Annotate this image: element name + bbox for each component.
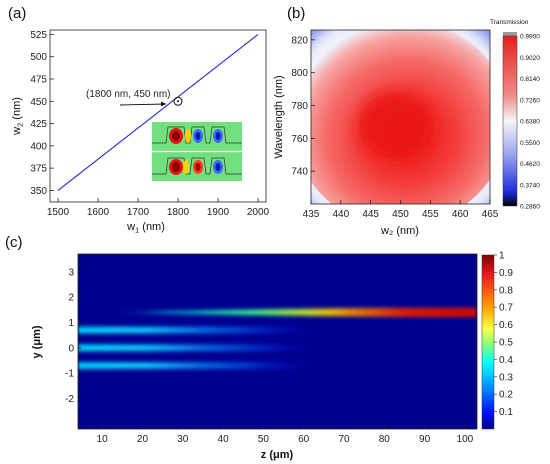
panel-c-background [78, 254, 477, 429]
panel-a-x-tick-label: 2000 [247, 207, 270, 218]
panel-c-plot-frame [77, 253, 478, 430]
panel-b-colorbar-tick-label: 0.2860 [520, 204, 540, 211]
panel-b-y-tick-label: 740 [291, 167, 308, 178]
panel-a-x-tick-label: 1900 [207, 207, 230, 218]
panel-b-x-tick-label: 455 [422, 209, 439, 220]
panel-a-x-tick-label: 1700 [127, 207, 150, 218]
panel-b-y-ticks: 740 760 780 800 820 [291, 35, 315, 178]
panel-c-x-label: z (μm) [261, 449, 294, 461]
panel-c-colorbar-tick-label: 0.1 [499, 407, 513, 418]
panel-a-y-tick-label: 425 [30, 119, 47, 130]
panel-a-annotation-text: (1800 nm, 450 nm) [86, 89, 171, 100]
panel-a: (a) 1500 1600 1700 1800 1900 2000 350 375 400 42… [8, 5, 270, 235]
panel-b-x-tick-label: 445 [362, 209, 379, 220]
panel-c-y-ticks: 3 2 1 0 -1 -2 [65, 267, 82, 405]
panel-c-y-tick-label: 3 [68, 267, 74, 278]
panel-b-y-tick-label: 760 [291, 134, 308, 145]
inset-bottom-mode [152, 157, 242, 175]
panel-b-x-tick-label: 450 [392, 209, 409, 220]
panel-c-colorbar-tick-label: 0.5 [499, 338, 513, 349]
panel-b-colorbar-cap [503, 32, 517, 36]
panel-c-x-tick-label: 70 [338, 434, 350, 445]
panel-c-colorbar-tick-label: 0.4 [499, 355, 513, 366]
panel-c-x-tick-label: 50 [258, 434, 270, 445]
panel-a-inset [152, 122, 242, 181]
panel-a-x-tick-label: 1500 [47, 207, 70, 218]
panel-a-x-label: w1 (nm) [126, 221, 165, 235]
panel-c-colorbar-tick-label: 1 [499, 251, 505, 262]
panel-a-y-tick-label: 450 [30, 97, 47, 108]
panel-c-y-tick-label: -1 [65, 369, 74, 380]
panel-b-y-label: Wavelength (nm) [273, 75, 285, 158]
panel-b-x-tick-label: 465 [482, 209, 499, 220]
panel-c-colorbar-tick-label: 0.7 [499, 303, 513, 314]
panel-b-x-tick-label: 435 [303, 209, 320, 220]
panel-c-colorbar-tick-label: 0.3 [499, 372, 513, 383]
panel-a-label: (a) [8, 5, 26, 22]
panel-b-x-label: w₂ (nm) [380, 225, 419, 237]
panel-a-y-ticks: 350 375 400 425 450 475 500 525 [30, 30, 54, 197]
panel-a-marker-dot [177, 100, 179, 103]
panel-c-colorbar-tick-label: 0.8 [499, 285, 513, 296]
panel-c-field [78, 307, 477, 369]
panel-a-y-label: w2 (nm) [11, 97, 25, 136]
panel-c-x-tick-label: 40 [218, 434, 230, 445]
panel-c-x-tick-label: 10 [97, 434, 109, 445]
panel-b-colorbar-tick-label: 0.9020 [520, 55, 540, 62]
panel-c-x-tick-label: 60 [298, 434, 310, 445]
panel-a-y-tick-label: 375 [30, 164, 47, 175]
panel-b-colorbar [502, 35, 518, 207]
panel-b-colorbar-tick-label: 0.6380 [520, 119, 540, 126]
panel-c-colorbar-tick-label: 0.2 [499, 390, 513, 401]
panel-c-x-ticks: 10 20 30 40 50 60 70 80 90 100 [97, 425, 474, 445]
panel-c-colorbar [481, 254, 495, 430]
panel-a-x-tick-label: 1600 [87, 207, 110, 218]
panel-c-x-tick-label: 80 [379, 434, 391, 445]
panel-a-series-line [57, 34, 259, 191]
panel-c-y-label: y (μm) [31, 325, 43, 358]
panel-c-colorbar-ticks: 1 0.9 0.8 0.7 0.6 0.5 0.4 0.3 0.2 0.1 [494, 251, 513, 418]
panel-b-colorbar-tick-label: 0.4620 [520, 161, 540, 168]
panel-c-x-tick-label: 90 [419, 434, 431, 445]
panel-b-colorbar-tick-label: 0.8140 [520, 76, 540, 83]
panel-a-arrowhead [161, 101, 166, 107]
panel-b-colorbar-tick-label: 0.9900 [520, 34, 540, 41]
panel-a-y-tick-label: 525 [30, 30, 47, 41]
panel-b-y-tick-label: 820 [291, 35, 308, 46]
panel-c-colorbar-tick-label: 0.9 [499, 268, 513, 279]
panel-c-y-tick-label: -2 [65, 394, 74, 405]
panel-b-colorbar-title: Transmission [490, 19, 529, 26]
panel-a-x-ticks: 1500 1600 1700 1800 1900 2000 [47, 198, 270, 218]
panel-b-y-tick-label: 800 [291, 68, 308, 79]
panel-c-y-tick-label: 2 [68, 293, 74, 304]
panel-b-x-tick-label: 460 [452, 209, 469, 220]
panel-a-annotation-arrow [119, 103, 167, 106]
panel-b-x-tick-label: 440 [332, 209, 349, 220]
panel-b-colorbar-ticks: 0.9900 0.9020 0.8140 0.7260 0.6380 0.5500 0.46… [520, 34, 540, 211]
panel-a-y-tick-label: 400 [30, 141, 47, 152]
panel-c-colorbar-tick-label: 0.6 [499, 320, 513, 331]
panel-b-y-tick-label: 780 [291, 101, 308, 112]
panel-a-y-tick-label: 500 [30, 52, 47, 63]
panel-a-marker [173, 96, 183, 106]
panel-c-x-tick-label: 20 [137, 434, 149, 445]
panel-a-x-tick-label: 1800 [167, 207, 190, 218]
panel-c-y-tick-label: 0 [68, 343, 74, 354]
panel-b-colorbar-tick-label: 0.3740 [520, 182, 540, 189]
panel-c-y-tick-label: 1 [68, 318, 74, 329]
panel-b-heatmap [311, 30, 490, 204]
inset-top-mode [152, 126, 242, 144]
panel-c-x-tick-label: 100 [457, 434, 474, 445]
panel-b-x-ticks: 435 440 445 450 455 460 465 [303, 200, 499, 220]
panel-b-colorbar-tick-label: 0.7260 [520, 97, 540, 104]
panel-b: (b) 435 440 445 450 455 460 465 740 760 780 800 82… [273, 5, 540, 237]
panel-b-colorbar-tick-label: 0.5500 [520, 140, 540, 147]
panel-a-y-tick-label: 350 [30, 186, 47, 197]
panel-b-label: (b) [287, 5, 305, 22]
panel-a-y-tick-label: 475 [30, 75, 47, 86]
panel-c-label: (c) [5, 234, 23, 251]
panel-c-x-tick-label: 30 [177, 434, 189, 445]
